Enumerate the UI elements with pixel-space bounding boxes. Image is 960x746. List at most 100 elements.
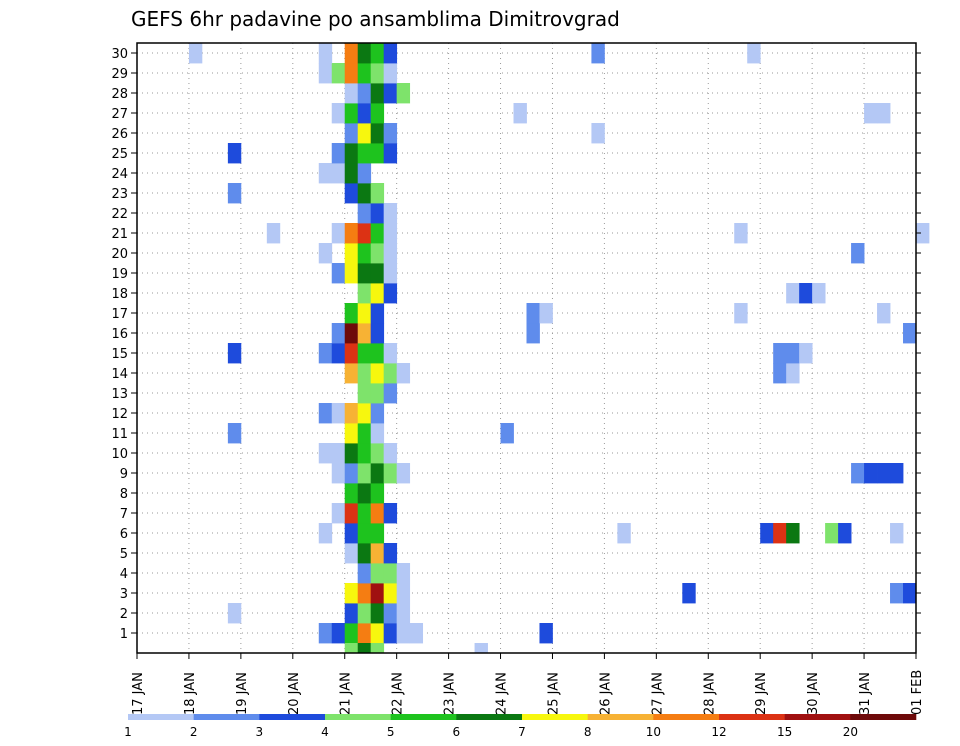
precip-cell xyxy=(773,363,787,384)
y-tick-label: 17 xyxy=(111,307,128,322)
precip-cell xyxy=(344,343,359,364)
y-tick-label: 16 xyxy=(111,327,128,342)
precip-cell xyxy=(383,583,398,604)
precip-cell xyxy=(864,463,878,484)
colorbar-label: 8 xyxy=(584,725,592,739)
precip-cell xyxy=(344,183,359,204)
x-tick-label: 17 JAN xyxy=(131,672,146,715)
precip-cell xyxy=(370,363,385,384)
precip-cell xyxy=(357,103,372,124)
precip-cell xyxy=(383,243,398,264)
precip-cell xyxy=(357,343,372,364)
precip-cell xyxy=(370,263,385,284)
y-tick-label: 21 xyxy=(111,227,128,242)
y-tick-label: 4 xyxy=(120,567,128,582)
precip-cell xyxy=(591,123,605,144)
precip-cell xyxy=(383,43,398,64)
precip-cell xyxy=(331,623,346,644)
colorbar-segment xyxy=(456,714,523,720)
precip-cell xyxy=(370,463,385,484)
precip-cell xyxy=(383,463,398,484)
precip-cell xyxy=(370,423,385,444)
precip-cell xyxy=(526,303,540,324)
precip-cell xyxy=(344,643,359,654)
precip-cell xyxy=(344,103,359,124)
precip-cell xyxy=(357,363,372,384)
x-tick-label: 22 JAN xyxy=(391,672,406,715)
precip-cell xyxy=(370,343,385,364)
precip-cell xyxy=(318,43,333,64)
y-tick-label: 28 xyxy=(111,87,128,102)
precip-cell xyxy=(396,583,411,604)
precip-cell xyxy=(370,603,385,624)
precip-cell xyxy=(370,583,385,604)
precip-cell xyxy=(331,103,346,124)
y-tick-label: 20 xyxy=(111,247,128,262)
x-tick-label: 28 JAN xyxy=(702,672,717,715)
precip-cell xyxy=(799,283,813,304)
precip-cell xyxy=(344,623,359,644)
precip-cell xyxy=(383,203,398,224)
precip-cell xyxy=(357,603,372,624)
precip-cell xyxy=(357,163,372,184)
y-tick-label: 2 xyxy=(120,607,128,622)
precip-cell xyxy=(851,463,865,484)
precip-cell xyxy=(357,83,372,104)
precip-cell xyxy=(500,423,514,444)
x-tick-label: 24 JAN xyxy=(495,672,510,715)
precip-cell xyxy=(357,463,372,484)
precip-cell xyxy=(357,183,372,204)
precip-cell xyxy=(799,343,813,364)
colorbar-segment xyxy=(193,714,260,720)
y-tick-label: 7 xyxy=(120,507,128,522)
precip-cell xyxy=(357,223,372,244)
precip-cell xyxy=(370,83,385,104)
precip-cell xyxy=(383,563,398,584)
y-tick-label: 15 xyxy=(111,347,128,362)
precip-cell xyxy=(786,343,800,364)
precip-cell xyxy=(331,403,346,424)
x-tick-label: 01 FEB xyxy=(910,670,925,715)
y-tick-label: 24 xyxy=(111,167,128,182)
x-tick-label: 30 JAN xyxy=(806,672,821,715)
precip-cell xyxy=(370,63,385,84)
y-tick-label: 8 xyxy=(120,487,128,502)
y-tick-label: 6 xyxy=(120,527,128,542)
y-tick-label: 1 xyxy=(120,627,128,642)
precip-cell xyxy=(357,243,372,264)
precip-cell xyxy=(864,103,878,124)
precip-cell xyxy=(357,443,372,464)
y-tick-label: 22 xyxy=(111,207,128,222)
precip-cell xyxy=(877,463,891,484)
colorbar-segment xyxy=(719,714,785,720)
precip-cell xyxy=(331,163,346,184)
y-tick-label: 11 xyxy=(111,427,128,442)
precip-cell xyxy=(383,283,398,304)
precip-cell xyxy=(383,223,398,244)
precip-cell xyxy=(812,283,826,304)
precip-cell xyxy=(786,363,800,384)
precip-cell xyxy=(591,43,605,64)
precip-cell xyxy=(318,523,333,544)
precip-cell xyxy=(344,423,359,444)
precip-cell xyxy=(331,223,346,244)
precip-cell xyxy=(370,143,385,164)
precip-cell xyxy=(357,643,372,654)
precip-cell xyxy=(890,583,904,604)
colorbar-label: 5 xyxy=(387,725,395,739)
y-tick-label: 19 xyxy=(111,267,128,282)
precip-cell xyxy=(370,563,385,584)
colorbar-label: 7 xyxy=(518,725,526,739)
precip-cell xyxy=(357,263,372,284)
precip-cell xyxy=(357,203,372,224)
precip-cell xyxy=(838,523,852,544)
precip-cell xyxy=(344,403,359,424)
precip-cell xyxy=(266,223,281,244)
precip-cell xyxy=(890,463,904,484)
colorbar-segment xyxy=(587,714,654,720)
precip-cell xyxy=(357,43,372,64)
precip-cell xyxy=(344,243,359,264)
precip-cell xyxy=(344,263,359,284)
precip-cell xyxy=(357,63,372,84)
colorbar-segment xyxy=(128,714,194,720)
